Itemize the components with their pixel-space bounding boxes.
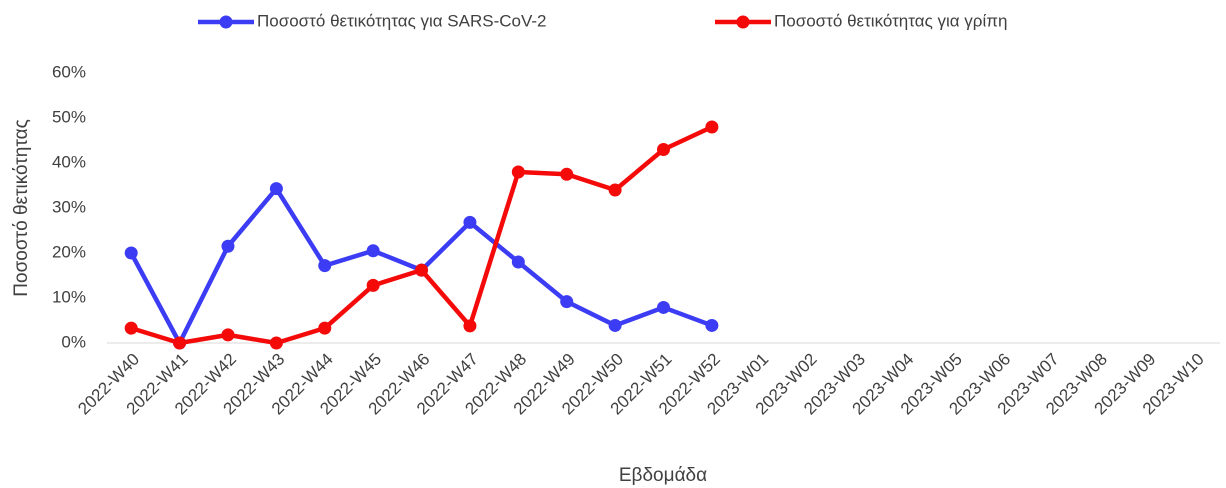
data-point <box>657 300 670 314</box>
data-point <box>124 246 138 260</box>
data-point <box>221 239 235 253</box>
legend-marker <box>736 15 750 29</box>
data-point <box>657 143 670 156</box>
legend-marker <box>219 15 233 29</box>
data-point <box>269 336 283 350</box>
y-tick-label: 20% <box>52 242 86 261</box>
y-tick-label: 30% <box>52 197 86 216</box>
y-tick-label: 40% <box>52 152 86 171</box>
data-point <box>705 120 719 134</box>
y-tick-label: 50% <box>52 107 86 126</box>
y-tick-label: 0% <box>61 332 86 351</box>
data-point <box>124 321 138 335</box>
data-point <box>608 183 622 197</box>
series-line <box>130 124 713 346</box>
data-point <box>560 167 574 181</box>
data-point <box>221 328 235 342</box>
data-point <box>415 263 429 277</box>
data-point <box>463 215 477 229</box>
legend-label: Ποσοστό θετικότητας για γρίπη <box>774 11 1007 30</box>
data-point <box>269 182 283 196</box>
data-point <box>511 255 525 269</box>
data-point <box>318 259 332 273</box>
x-axis-title: Εβδομάδα <box>619 465 707 486</box>
y-tick-label: 10% <box>52 287 86 306</box>
data-point <box>705 318 719 332</box>
data-point <box>511 165 525 179</box>
data-point <box>366 278 380 292</box>
data-point <box>366 244 380 258</box>
data-point <box>608 318 622 332</box>
legend-label: Ποσοστό θετικότητας για SARS-CoV-2 <box>257 11 547 30</box>
data-point <box>463 319 477 333</box>
y-tick-label: 60% <box>52 62 86 81</box>
data-point <box>318 321 332 335</box>
data-point <box>560 295 574 309</box>
y-axis-title: Ποσοστό θετικότητας <box>11 119 32 296</box>
data-point <box>173 336 187 350</box>
